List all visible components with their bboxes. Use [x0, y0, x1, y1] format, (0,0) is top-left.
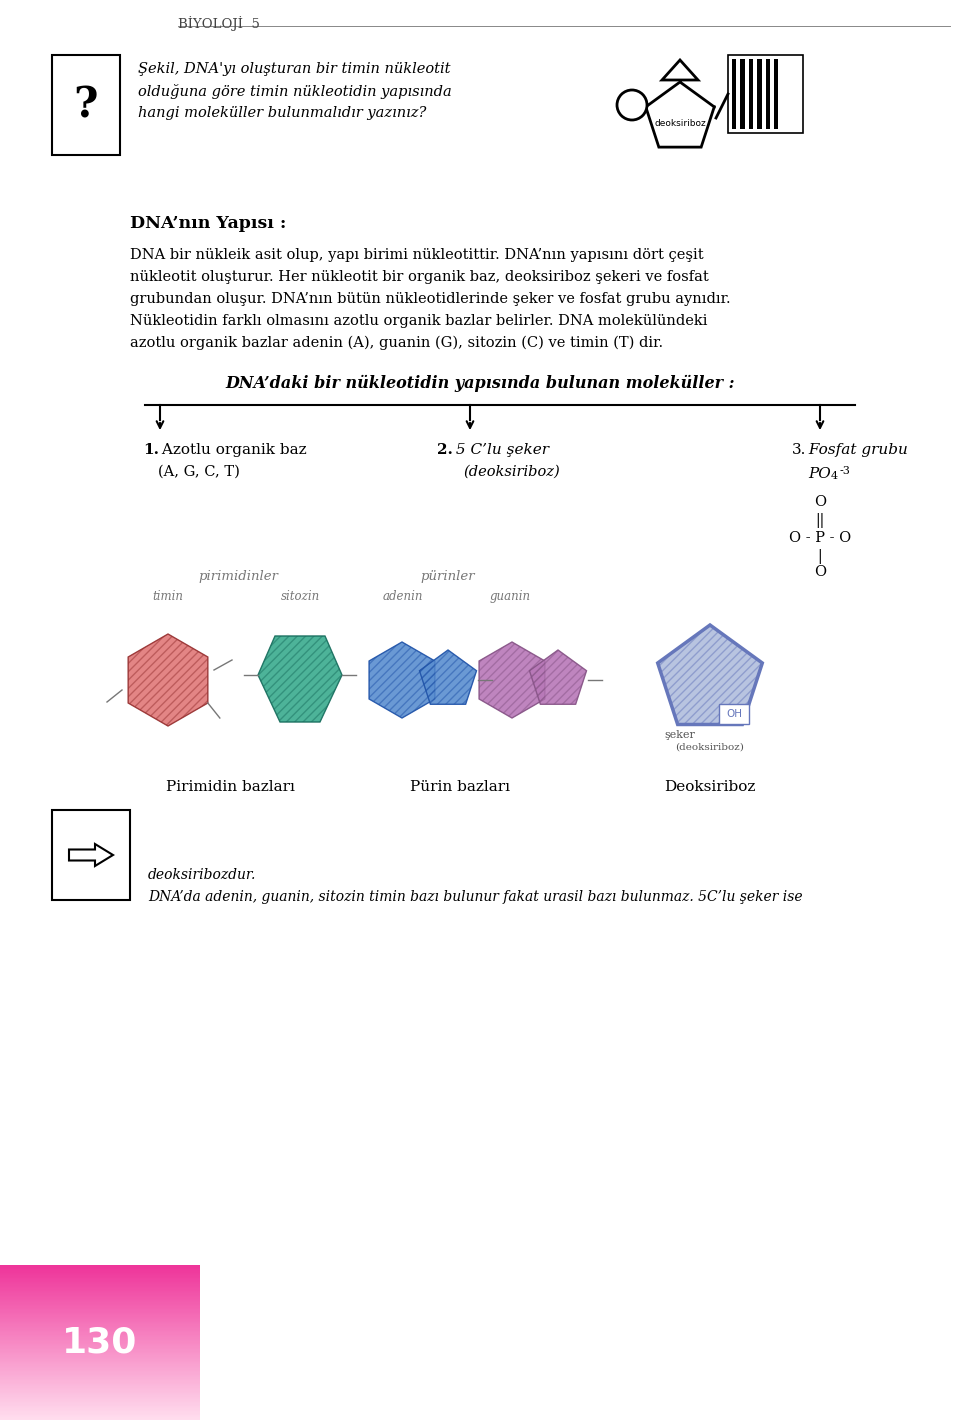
FancyBboxPatch shape — [728, 55, 803, 133]
Polygon shape — [420, 650, 476, 704]
Text: -3: -3 — [840, 466, 851, 476]
Text: O: O — [814, 565, 826, 579]
Text: 1.: 1. — [143, 443, 159, 457]
Bar — [732, 60, 736, 129]
Text: Nükleotidin farklı olmasını azotlu organik bazlar belirler. DNA molekülündeki: Nükleotidin farklı olmasını azotlu organ… — [130, 314, 708, 328]
FancyBboxPatch shape — [52, 809, 130, 900]
Bar — [740, 60, 745, 129]
Text: Pirimidin bazları: Pirimidin bazları — [165, 780, 295, 794]
Text: O - P - O: O - P - O — [789, 531, 852, 545]
Text: Azotlu organik baz: Azotlu organik baz — [157, 443, 306, 457]
Text: deoksiriboz: deoksiriboz — [654, 118, 706, 128]
Text: ||: || — [815, 513, 825, 528]
Bar — [757, 60, 762, 129]
Text: (A, G, C, T): (A, G, C, T) — [158, 464, 240, 479]
Polygon shape — [129, 633, 207, 726]
Text: Fosfat grubu: Fosfat grubu — [804, 443, 908, 457]
Polygon shape — [69, 843, 113, 866]
Polygon shape — [646, 82, 714, 148]
Text: hangi moleküller bulunmalıdır yazınız?: hangi moleküller bulunmalıdır yazınız? — [138, 106, 426, 121]
Text: 5 C’lu şeker: 5 C’lu şeker — [451, 443, 549, 457]
Text: Şekil, DNA'yı oluşturan bir timin nükleotit: Şekil, DNA'yı oluşturan bir timin nükleo… — [138, 62, 450, 77]
Bar — [749, 60, 753, 129]
Text: PO: PO — [808, 467, 830, 481]
Polygon shape — [662, 60, 698, 80]
Text: DNA’da adenin, guanin, sitozin timin bazı bulunur fakat urasil bazı bulunmaz. 5C: DNA’da adenin, guanin, sitozin timin baz… — [148, 890, 803, 905]
Text: OH: OH — [726, 709, 742, 719]
Text: adenin: adenin — [383, 589, 423, 604]
Text: DNA bir nükleik asit olup, yapı birimi nükleotittir. DNA’nın yapısını dört çeşit: DNA bir nükleik asit olup, yapı birimi n… — [130, 248, 704, 263]
Text: nükleotit oluşturur. Her nükleotit bir organik baz, deoksiriboz şekeri ve fosfat: nükleotit oluşturur. Her nükleotit bir o… — [130, 270, 708, 284]
Text: pirimidinler: pirimidinler — [198, 569, 278, 584]
Text: (deoksiriboz): (deoksiriboz) — [676, 743, 744, 753]
Text: deoksiribozdur.: deoksiribozdur. — [148, 868, 256, 882]
Text: şeker: şeker — [664, 730, 695, 740]
Text: (deoksiriboz): (deoksiriboz) — [463, 464, 560, 479]
Text: grubundan oluşur. DNA’nın bütün nükleotidlerinde şeker ve fosfat grubu aynıdır.: grubundan oluşur. DNA’nın bütün nükleoti… — [130, 293, 731, 305]
Text: sitozin: sitozin — [280, 589, 320, 604]
Text: Pürin bazları: Pürin bazları — [410, 780, 510, 794]
FancyBboxPatch shape — [52, 55, 120, 155]
Text: azotlu organik bazlar adenin (A), guanin (G), sitozin (C) ve timin (T) dir.: azotlu organik bazlar adenin (A), guanin… — [130, 337, 663, 351]
Text: Deoksiriboz: Deoksiriboz — [664, 780, 756, 794]
FancyBboxPatch shape — [719, 704, 749, 724]
Text: ?: ? — [74, 84, 98, 126]
Text: 4: 4 — [831, 471, 838, 481]
Text: 2.: 2. — [437, 443, 453, 457]
Text: olduğuna göre timin nükleotidin yapısında: olduğuna göre timin nükleotidin yapısınd… — [138, 84, 452, 99]
Polygon shape — [479, 642, 545, 719]
Text: O: O — [814, 496, 826, 508]
Ellipse shape — [617, 89, 647, 121]
Text: guanin: guanin — [490, 589, 531, 604]
Text: |: | — [818, 550, 823, 564]
Polygon shape — [530, 650, 587, 704]
Text: 3.: 3. — [792, 443, 806, 457]
Text: pürinler: pürinler — [420, 569, 475, 584]
Bar — [774, 60, 778, 129]
Polygon shape — [658, 625, 762, 724]
Text: BİYOLOJİ  5: BİYOLOJİ 5 — [178, 16, 260, 31]
Text: DNA’nın Yapısı :: DNA’nın Yapısı : — [130, 214, 286, 231]
Polygon shape — [369, 642, 435, 719]
Text: DNA’daki bir nükleotidin yapısında bulunan moleküller :: DNA’daki bir nükleotidin yapısında bulun… — [226, 375, 734, 392]
Text: 130: 130 — [62, 1325, 137, 1359]
Polygon shape — [258, 636, 342, 721]
Bar — [766, 60, 770, 129]
Text: timin: timin — [153, 589, 183, 604]
